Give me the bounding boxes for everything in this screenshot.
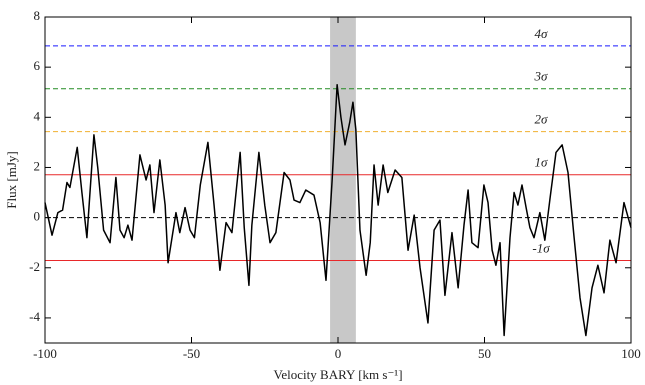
spectrum-line <box>44 83 632 337</box>
y-axis-label: Flux [mJy] <box>4 151 19 208</box>
reference-label: 2σ <box>535 112 549 127</box>
x-axis-label: Velocity BARY [km s⁻¹] <box>273 367 402 382</box>
x-tick-label: -50 <box>183 346 200 361</box>
reference-label: -1σ <box>532 240 550 255</box>
x-tick-label: 50 <box>478 346 491 361</box>
y-tick-label: 6 <box>34 58 41 73</box>
x-tick-label: 100 <box>621 346 641 361</box>
shaded-band <box>330 17 356 343</box>
reference-label: 1σ <box>535 155 549 170</box>
y-tick-label: 4 <box>34 108 41 123</box>
reference-label: 4σ <box>535 26 549 41</box>
x-tick-label: 0 <box>335 346 342 361</box>
y-tick-label: 2 <box>34 158 41 173</box>
reference-label: 3σ <box>534 69 549 84</box>
y-tick-label: -4 <box>29 309 40 324</box>
y-tick-label: -2 <box>29 259 40 274</box>
y-tick-label: 0 <box>34 209 41 224</box>
x-tick-label: -100 <box>33 346 57 361</box>
y-tick-label: 8 <box>34 8 41 23</box>
